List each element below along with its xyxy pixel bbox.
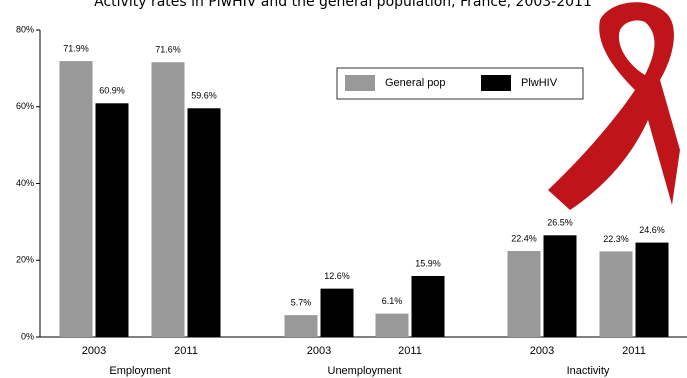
group-label: Inactivity [567, 365, 610, 377]
value-label: 60.9% [99, 86, 125, 96]
value-label: 59.6% [191, 91, 217, 101]
value-label: 24.6% [639, 225, 665, 235]
ribbon-icon [548, 2, 680, 211]
legend-swatch [481, 75, 511, 91]
y-tick-label: 0% [21, 331, 34, 341]
bar [284, 315, 318, 337]
y-tick-label: 20% [16, 255, 34, 265]
value-label: 6.1% [382, 296, 403, 306]
y-tick-label: 60% [16, 101, 34, 111]
bar [507, 251, 541, 337]
x-tick-label: 2003 [82, 345, 106, 357]
bar [375, 313, 409, 337]
value-label: 12.6% [324, 271, 350, 281]
y-tick-label: 40% [16, 178, 34, 188]
value-label: 22.3% [603, 234, 629, 244]
value-label: 71.9% [63, 43, 89, 53]
legend-label: General pop [385, 77, 446, 89]
bar [411, 275, 445, 337]
value-label: 22.4% [511, 233, 537, 243]
legend [336, 67, 584, 100]
group-label: Unemployment [328, 365, 402, 377]
x-tick-label: 2011 [174, 345, 198, 357]
bar [95, 103, 129, 337]
bar [151, 62, 185, 338]
value-label: 15.9% [415, 258, 441, 268]
value-label: 5.7% [291, 298, 312, 308]
bar [320, 288, 354, 337]
x-tick-label: 2003 [307, 345, 331, 357]
value-label: 26.5% [547, 218, 573, 228]
value-label: 71.6% [155, 45, 181, 55]
y-tick-label: 80% [16, 24, 34, 34]
bar [635, 242, 669, 337]
group-label: Employment [109, 365, 170, 377]
chart-title: Activity rates in PlwHIV and the general… [94, 0, 592, 10]
bar [187, 108, 221, 337]
bar [543, 235, 577, 337]
x-tick-label: 2011 [398, 345, 422, 357]
x-tick-label: 2003 [530, 345, 554, 357]
legend-label: PlwHIV [521, 77, 558, 89]
bar [59, 61, 93, 338]
legend-swatch [345, 75, 375, 91]
bar [599, 251, 633, 337]
x-tick-label: 2011 [622, 345, 646, 357]
